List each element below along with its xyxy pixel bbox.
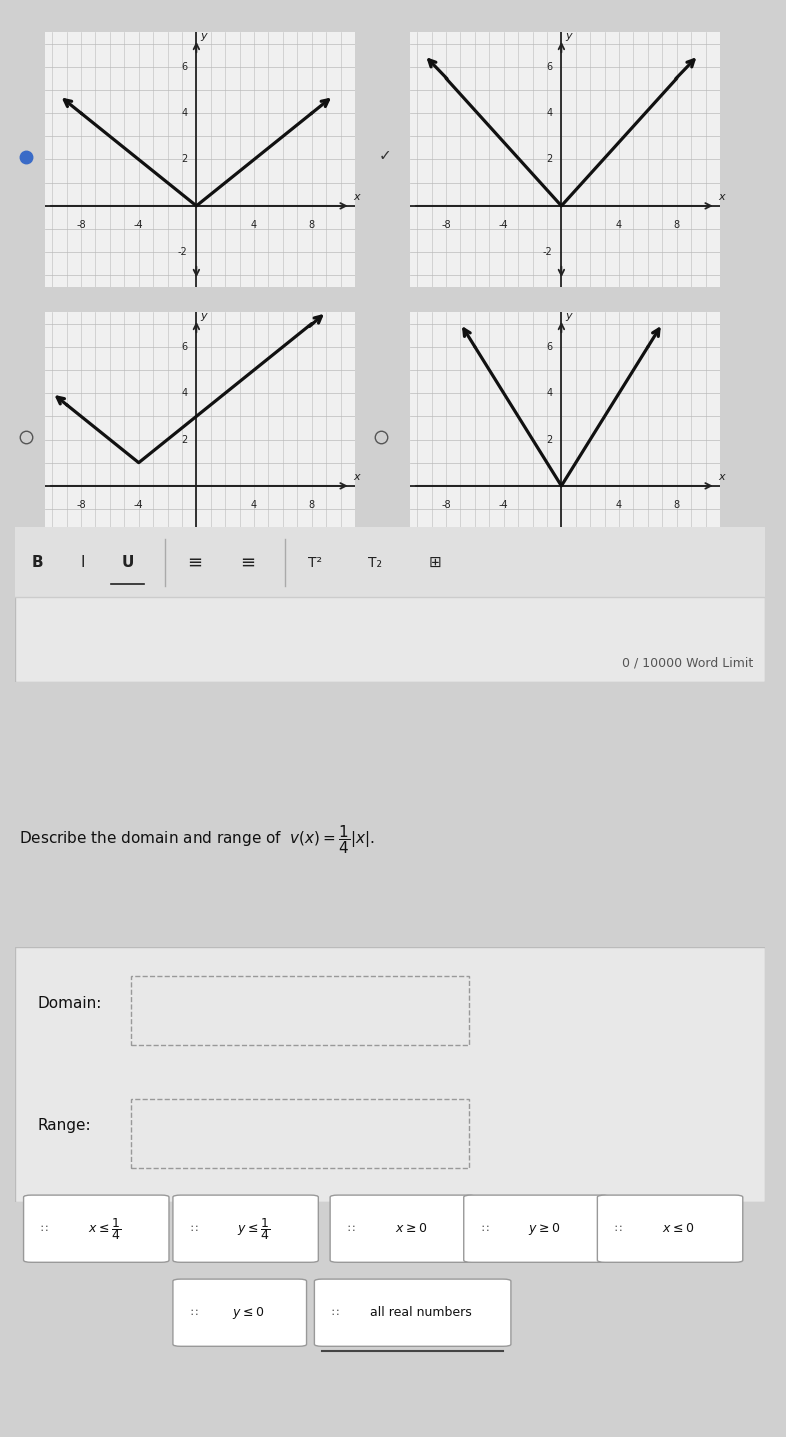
Text: 8: 8 (309, 220, 315, 230)
Text: ∷: ∷ (190, 1308, 197, 1318)
Text: 2: 2 (546, 434, 553, 444)
Text: y: y (565, 32, 571, 42)
Text: x: x (354, 193, 360, 203)
Text: 4: 4 (182, 108, 188, 118)
Text: 4: 4 (251, 220, 257, 230)
Text: ✓: ✓ (378, 148, 391, 162)
Text: all real numbers: all real numbers (369, 1306, 472, 1319)
Text: y: y (200, 312, 207, 322)
Text: $x \leq 0$: $x \leq 0$ (662, 1223, 694, 1236)
Text: Compare the graph to the graph of  $f(x) = |x|$.: Compare the graph to the graph of $f(x) … (23, 589, 369, 609)
Text: ∷: ∷ (615, 1224, 622, 1234)
Text: -2: -2 (178, 247, 188, 257)
Text: $y \leq 0$: $y \leq 0$ (232, 1305, 263, 1321)
Text: y: y (565, 312, 571, 322)
Text: ∷: ∷ (332, 1308, 339, 1318)
Text: ⊞: ⊞ (428, 555, 442, 570)
FancyBboxPatch shape (131, 976, 468, 1045)
Text: ≡: ≡ (240, 553, 255, 572)
Text: -4: -4 (134, 220, 144, 230)
FancyBboxPatch shape (173, 1279, 307, 1346)
Text: -8: -8 (76, 220, 86, 230)
Text: ≡: ≡ (187, 553, 203, 572)
Text: I: I (80, 555, 85, 570)
Text: B: B (31, 555, 43, 570)
Text: 4: 4 (546, 108, 553, 118)
Text: ∷: ∷ (190, 1224, 197, 1234)
FancyBboxPatch shape (314, 1279, 511, 1346)
Text: -8: -8 (441, 500, 451, 510)
Text: 0 / 10000 Word Limit: 0 / 10000 Word Limit (623, 657, 754, 670)
Text: -4: -4 (499, 220, 509, 230)
Text: 8: 8 (674, 220, 680, 230)
Text: -4: -4 (499, 500, 509, 510)
FancyBboxPatch shape (15, 527, 765, 596)
Text: 8: 8 (309, 500, 315, 510)
Text: ∷: ∷ (41, 1224, 48, 1234)
Text: 2: 2 (182, 155, 188, 164)
Text: $x \leq \dfrac{1}{4}$: $x \leq \dfrac{1}{4}$ (87, 1216, 121, 1242)
Text: $y \leq \dfrac{1}{4}$: $y \leq \dfrac{1}{4}$ (237, 1216, 270, 1242)
Text: 6: 6 (182, 62, 188, 72)
FancyBboxPatch shape (15, 527, 765, 683)
FancyBboxPatch shape (464, 1196, 609, 1262)
Text: 8: 8 (674, 500, 680, 510)
Text: x: x (718, 473, 725, 483)
Text: ∷: ∷ (347, 1224, 354, 1234)
Text: 4: 4 (546, 388, 553, 398)
Text: 6: 6 (182, 342, 188, 352)
FancyBboxPatch shape (173, 1196, 318, 1262)
Text: Range:: Range: (38, 1118, 91, 1132)
Text: -8: -8 (441, 220, 451, 230)
Text: 4: 4 (616, 500, 623, 510)
Text: -4: -4 (134, 500, 144, 510)
Text: -8: -8 (76, 500, 86, 510)
Text: $x \geq 0$: $x \geq 0$ (395, 1223, 427, 1236)
FancyBboxPatch shape (131, 1099, 468, 1168)
Text: 2: 2 (546, 155, 553, 164)
Text: U: U (121, 555, 134, 570)
Text: y: y (200, 32, 207, 42)
FancyBboxPatch shape (24, 1196, 169, 1262)
Text: 4: 4 (616, 220, 623, 230)
Text: T²: T² (308, 556, 322, 569)
Text: -2: -2 (178, 527, 188, 537)
Text: Domain:: Domain: (38, 996, 102, 1010)
Text: ∷: ∷ (481, 1224, 488, 1234)
FancyBboxPatch shape (330, 1196, 476, 1262)
FancyBboxPatch shape (597, 1196, 743, 1262)
Text: -2: -2 (543, 247, 553, 257)
Text: x: x (354, 473, 360, 483)
Text: 4: 4 (182, 388, 188, 398)
Text: 6: 6 (546, 62, 553, 72)
FancyBboxPatch shape (15, 947, 765, 1201)
Text: -2: -2 (543, 527, 553, 537)
Text: 6: 6 (546, 342, 553, 352)
Text: 2: 2 (182, 434, 188, 444)
Text: $y \geq 0$: $y \geq 0$ (528, 1220, 560, 1237)
Text: 4: 4 (251, 500, 257, 510)
Text: T₂: T₂ (368, 556, 382, 569)
Text: Describe the domain and range of  $v(x) = \dfrac{1}{4}|x|$.: Describe the domain and range of $v(x) =… (19, 823, 374, 856)
Text: x: x (718, 193, 725, 203)
